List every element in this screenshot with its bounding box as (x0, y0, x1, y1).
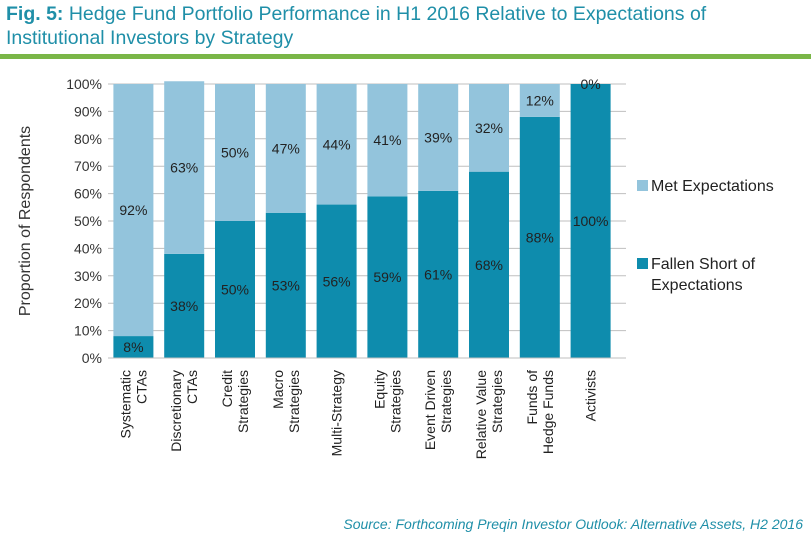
y-tick-label: 100% (66, 76, 102, 92)
bar-fallen-short (316, 204, 357, 358)
x-tick-label-line: Macro (270, 370, 286, 409)
bar-met-expectations (265, 84, 306, 213)
source-note: Source: Forthcoming Preqin Investor Outl… (343, 516, 803, 532)
y-tick-label: 10% (74, 323, 102, 339)
data-label-met: 32% (475, 120, 503, 136)
x-tick-label-line: Systematic (117, 370, 133, 438)
bar-fallen-short (519, 116, 560, 358)
data-label-met: 47% (272, 140, 300, 156)
data-label-fallen: 59% (373, 269, 401, 285)
data-label-fallen: 68% (475, 257, 503, 273)
x-tick-label-line: Strategies (387, 370, 403, 433)
x-tick-label: Multi-Strategy (329, 370, 345, 456)
legend-label: Expectations (651, 277, 743, 294)
data-label-met: 63% (170, 160, 198, 176)
bar-fallen-short (265, 212, 306, 358)
x-tick-label-line: Event Driven (422, 370, 438, 450)
y-tick-label: 90% (74, 103, 102, 119)
x-tick-label-line: Hedge Funds (540, 370, 556, 454)
bar-fallen-short (215, 221, 255, 358)
x-tick-label-line: Strategies (235, 370, 251, 433)
data-label-fallen: 38% (170, 298, 198, 314)
y-tick-label: 0% (82, 350, 102, 366)
x-tick-label: Event DrivenStrategies (422, 370, 454, 450)
x-tick-label: SystematicCTAs (117, 370, 149, 438)
bar-met-expectations (418, 84, 459, 191)
x-tick-label: Relative ValueStrategies (473, 370, 505, 459)
x-tick-label-line: CTAs (184, 370, 200, 404)
x-tick-label-line: Strategies (286, 370, 302, 433)
bar-met-expectations (113, 84, 154, 337)
data-label-met: 39% (424, 129, 452, 145)
figure-label: Fig. 5: (6, 3, 64, 25)
y-tick-label: 70% (74, 158, 102, 174)
x-tick-label-line: Credit (219, 370, 235, 407)
x-tick-label-line: Discretionary (168, 370, 184, 452)
x-tick-label-line: Equity (371, 370, 387, 409)
bar-fallen-short (469, 171, 509, 358)
x-tick-label: Activists (583, 370, 599, 421)
data-label-met: 0% (580, 76, 600, 92)
data-label-fallen: 8% (123, 339, 143, 355)
bar-met-expectations (519, 84, 560, 117)
legend-swatch (637, 258, 648, 269)
y-tick-label: 40% (74, 240, 102, 256)
data-label-met: 92% (119, 202, 147, 218)
x-tick-label-line: Strategies (489, 370, 505, 433)
x-tick-label-line: Relative Value (473, 370, 489, 459)
data-label-met: 41% (373, 132, 401, 148)
legend-label: Fallen Short of (651, 256, 756, 273)
x-tick-label-line: Strategies (438, 370, 454, 433)
data-label-fallen: 61% (424, 266, 452, 282)
y-tick-label: 30% (74, 268, 102, 284)
x-tick-label: DiscretionaryCTAs (168, 370, 200, 452)
title-divider (0, 54, 811, 59)
y-tick-label: 20% (74, 295, 102, 311)
data-label-fallen: 53% (272, 277, 300, 293)
figure-title: Hedge Fund Portfolio Performance in H1 2… (6, 3, 707, 49)
y-axis-title: Proportion of Respondents (17, 126, 34, 316)
chart-title: Fig. 5: Hedge Fund Portfolio Performance… (6, 2, 806, 50)
bar-met-expectations (164, 81, 205, 254)
x-tick-label-line: Funds of (524, 370, 540, 425)
bar-fallen-short (418, 190, 459, 358)
bar-met-expectations (469, 84, 509, 172)
data-label-fallen: 100% (573, 213, 609, 229)
bar-met-expectations (316, 84, 357, 205)
x-tick-label: Funds ofHedge Funds (524, 370, 556, 454)
bar-fallen-short (164, 253, 205, 358)
x-tick-label-line: Activists (583, 370, 599, 421)
y-tick-label: 50% (74, 213, 102, 229)
bar-fallen-short (367, 196, 408, 358)
legend-label: Met Expectations (651, 178, 774, 195)
x-tick-label: MacroStrategies (270, 370, 302, 433)
data-label-fallen: 88% (526, 229, 554, 245)
bar-met-expectations (367, 84, 408, 197)
data-label-met: 50% (221, 145, 249, 161)
data-label-met: 12% (526, 92, 554, 108)
x-tick-label: CreditStrategies (219, 370, 251, 433)
data-label-met: 44% (323, 136, 351, 152)
legend-swatch (637, 180, 648, 191)
x-tick-label-line: Multi-Strategy (329, 370, 345, 456)
y-tick-label: 60% (74, 186, 102, 202)
x-tick-label-line: CTAs (133, 370, 149, 404)
bar-fallen-short (113, 336, 154, 358)
data-label-fallen: 56% (323, 273, 351, 289)
y-tick-label: 80% (74, 131, 102, 147)
data-label-fallen: 50% (221, 282, 249, 298)
x-tick-label: EquityStrategies (371, 370, 403, 433)
bar-met-expectations (215, 84, 255, 221)
bar-fallen-short (570, 84, 611, 358)
